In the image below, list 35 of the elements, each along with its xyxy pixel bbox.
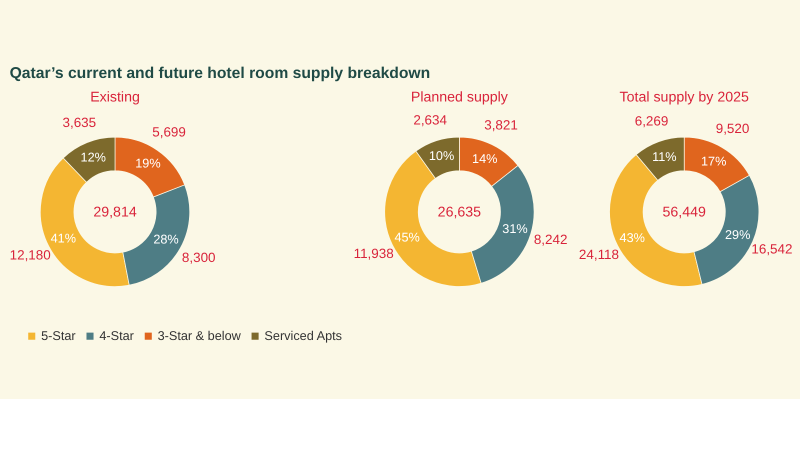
chart-title: Total supply by 2025 (620, 89, 749, 106)
data-label: 24,118 (578, 246, 619, 262)
chart-title: Planned supply (410, 89, 509, 106)
text: 45% (394, 230, 420, 244)
data-label: 3,635 (62, 114, 96, 130)
text: 31% (502, 222, 528, 236)
text: 29,814 (93, 204, 137, 220)
text: 12% (80, 150, 106, 165)
chart-title: Existing (90, 89, 140, 106)
data-label: 5,699 (152, 124, 186, 140)
text: Qatar’s current and future hotel room supply breakdown (10, 65, 430, 82)
text: 14% (472, 152, 498, 166)
text: 19% (135, 156, 161, 170)
text: 41% (50, 231, 76, 246)
data-label: 11,938 (354, 246, 394, 261)
text: 26,635 (438, 204, 482, 220)
legend-label: 5-Star (41, 328, 76, 343)
data-label: 6,269 (634, 114, 668, 129)
text: 17% (700, 154, 726, 168)
text: 28% (153, 232, 179, 247)
text: 29% (724, 228, 750, 242)
data-label: 16,542 (751, 242, 792, 257)
legend-label: 4-Star (99, 328, 135, 343)
text: 43% (620, 230, 645, 245)
data-label: 3,821 (484, 117, 518, 132)
data-label: 8,242 (534, 232, 568, 248)
text: 10% (428, 149, 454, 164)
text: 56,449 (662, 204, 706, 220)
data-label: 8,300 (182, 250, 216, 265)
data-label: 2,634 (413, 112, 448, 128)
legend-label: 3-Star & below (158, 328, 242, 343)
data-label: 9,520 (716, 121, 750, 136)
legend-label: Serviced Apts (264, 328, 342, 343)
data-label: 12,180 (10, 248, 51, 263)
text: 11% (652, 150, 677, 164)
